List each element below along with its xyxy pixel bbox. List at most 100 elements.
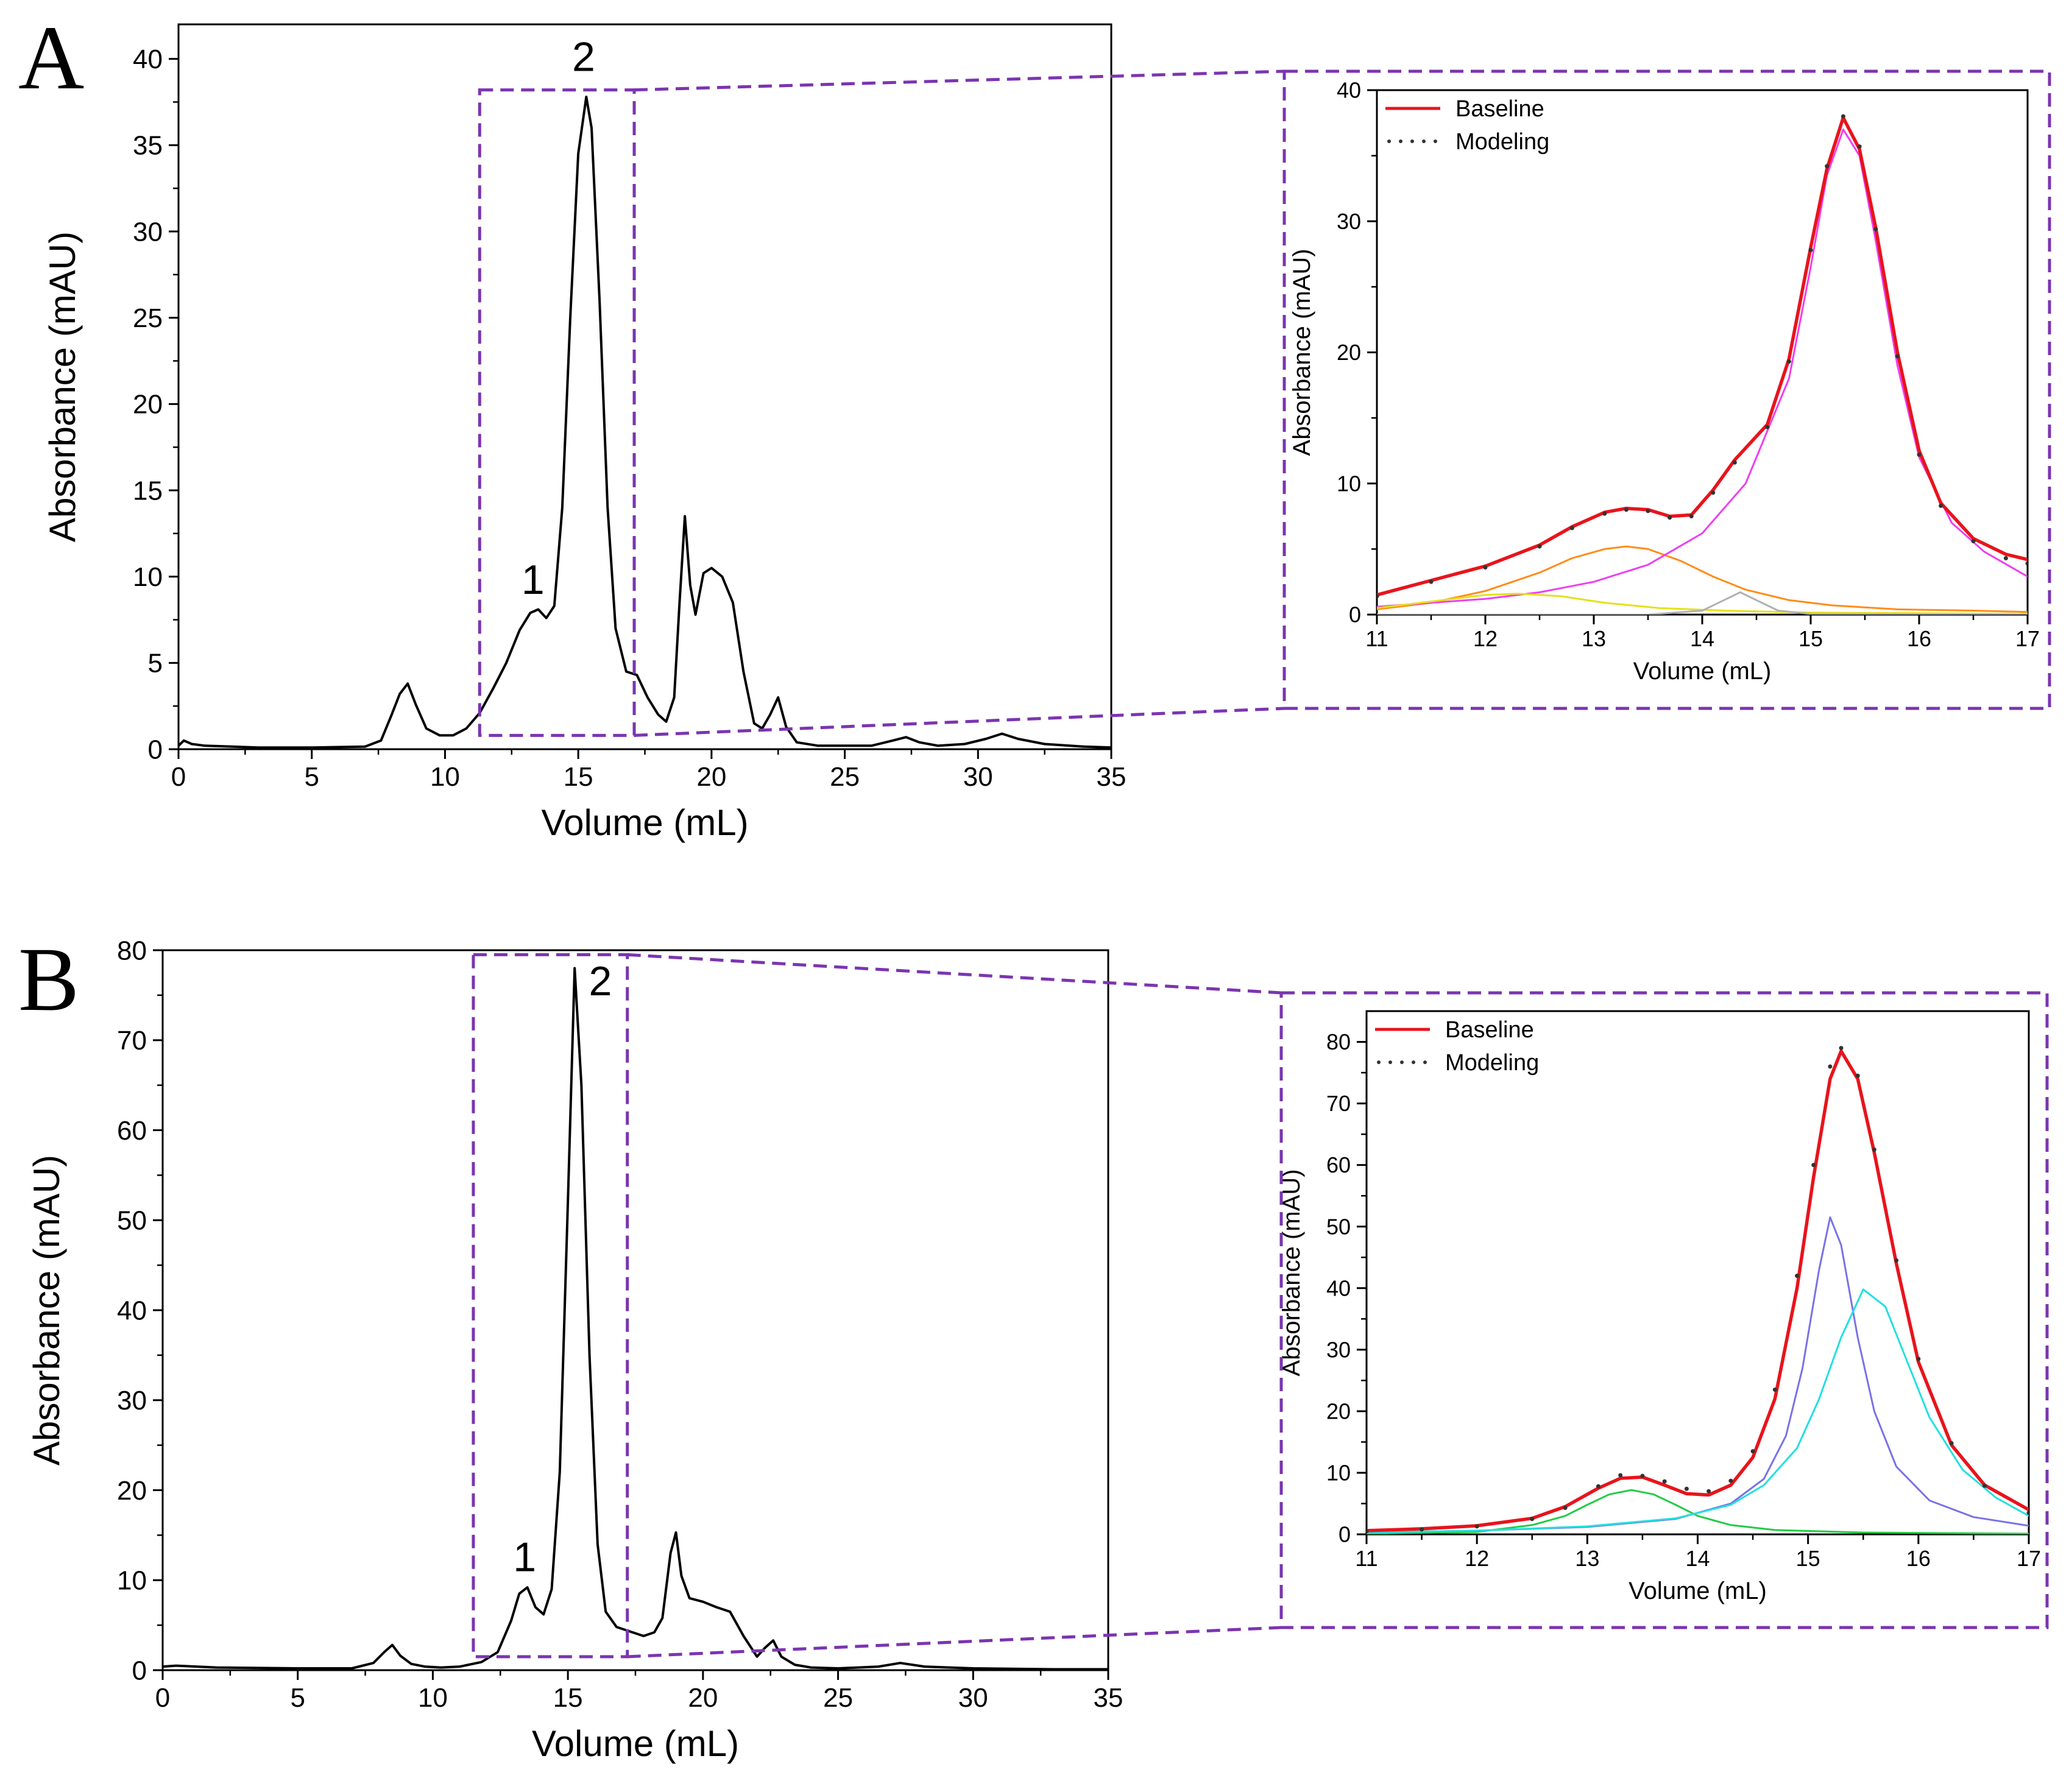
series-component-1 <box>1367 1489 2029 1534</box>
x-tick-label: 16 <box>1906 1546 1931 1571</box>
x-tick-label: 14 <box>1690 626 1714 651</box>
series-component-1 <box>1377 545 2028 613</box>
series-component-2 <box>1377 129 2028 608</box>
modeling-point <box>1596 1484 1600 1489</box>
modeling-point <box>1689 514 1694 519</box>
x-tick-label: 13 <box>1575 1546 1599 1571</box>
modeling-point <box>1429 579 1434 584</box>
y-tick-label: 40 <box>117 1296 147 1325</box>
zoom-connector-bottom <box>627 1626 1282 1659</box>
modeling-point <box>1624 507 1629 512</box>
plot-frame <box>1365 1010 2030 1536</box>
y-tick-label: 35 <box>133 131 163 161</box>
series-component-3 <box>1377 593 2028 615</box>
series-component-3 <box>1367 1288 2029 1534</box>
modeling-point <box>1949 1441 1954 1445</box>
peak-label-1: 1 <box>513 1534 536 1580</box>
modeling-point <box>1939 503 1943 508</box>
y-tick-label: 20 <box>1337 340 1361 365</box>
series-baseline <box>1367 1049 2029 1533</box>
plot-frame <box>177 23 1112 750</box>
y-tick-label: 20 <box>1326 1399 1351 1423</box>
modeling-point <box>1563 1506 1568 1511</box>
y-tick-label: 30 <box>1326 1337 1351 1362</box>
peak-label-2: 2 <box>572 34 595 80</box>
y-tick-label: 30 <box>1337 209 1361 234</box>
x-tick-label: 10 <box>418 1683 448 1713</box>
y-tick-label: 0 <box>1349 602 1361 627</box>
modeling-point <box>1732 460 1737 465</box>
y-tick-label: 70 <box>117 1026 147 1056</box>
modeling-point <box>1668 515 1672 520</box>
y-tick-label: 40 <box>1326 1275 1351 1300</box>
modeling-point <box>1808 248 1813 253</box>
y-tick-label: 10 <box>133 562 163 592</box>
series-baseline <box>1377 116 2028 597</box>
panel-a-inset-chart: 11 12 13 14 15 16 17 0 10 20 30 40 Volume (mL) Absorb… <box>1289 78 2040 685</box>
x-tick-label: 13 <box>1582 626 1606 651</box>
x-tick-label: 16 <box>1907 626 1931 651</box>
panel-label-b: B <box>18 929 79 1030</box>
modeling-point <box>1873 227 1878 231</box>
x-tick-label: 20 <box>688 1683 718 1713</box>
peak-label-2: 2 <box>589 958 612 1004</box>
modeling-point <box>2025 561 2028 566</box>
y-tick-label: 50 <box>117 1206 147 1236</box>
x-tick-label: 14 <box>1685 1546 1710 1571</box>
legend-swatch-dot <box>1412 1060 1415 1064</box>
y-tick-label: 20 <box>133 390 163 420</box>
legend-swatch-dot <box>1400 1060 1404 1064</box>
modeling-point <box>1825 164 1830 169</box>
x-tick-label: 5 <box>304 762 319 792</box>
x-tick-label: 5 <box>290 1683 305 1713</box>
y-tick-label: 0 <box>148 735 163 764</box>
inset-frame-box <box>1282 69 2051 710</box>
legend-label-baseline: Baseline <box>1445 1017 1534 1043</box>
modeling-point <box>1917 452 1922 457</box>
plot-frame <box>161 949 1109 1671</box>
modeling-point <box>1684 1486 1689 1491</box>
y-tick-label: 10 <box>117 1566 147 1596</box>
y-axis-label: Absorbance (mAU) <box>42 231 83 542</box>
modeling-point <box>1772 1388 1777 1392</box>
series-component-4 <box>1377 591 2028 615</box>
y-tick-label: 70 <box>1326 1091 1351 1116</box>
y-tick-label: 60 <box>117 1116 147 1146</box>
y-tick-label: 0 <box>132 1656 147 1685</box>
modeling-point <box>1706 1489 1711 1494</box>
legend-label-modeling: Modeling <box>1445 1050 1539 1076</box>
zoom-region-box <box>472 953 629 1659</box>
y-tick-label: 80 <box>117 936 147 965</box>
x-tick-label: 12 <box>1473 626 1498 651</box>
x-tick-label: 15 <box>553 1683 583 1713</box>
legend-swatch-dot <box>1387 139 1391 143</box>
x-tick-label: 12 <box>1465 1546 1489 1571</box>
series-component-2 <box>1367 1216 2029 1534</box>
plot-frame <box>1376 89 2029 616</box>
legend-swatch-dot <box>1434 139 1437 143</box>
y-axis-label: Absorbance (mAU) <box>26 1155 67 1466</box>
modeling-point <box>1569 526 1574 531</box>
legend-swatch-dot <box>1377 1060 1381 1064</box>
y-tick-label: 20 <box>117 1476 147 1506</box>
y-axis-label: Absorbance (mAU) <box>1289 249 1315 456</box>
y-tick-label: 30 <box>117 1386 147 1416</box>
x-tick-label: 15 <box>1796 1546 1820 1571</box>
modeling-point <box>1483 565 1488 570</box>
x-axis-label: Volume (mL) <box>541 802 748 843</box>
modeling-point <box>2026 1511 2029 1515</box>
modeling-point <box>1916 1356 1921 1361</box>
panel-label-a: A <box>18 7 84 108</box>
legend-swatch-dot <box>1399 139 1402 143</box>
modeling-point <box>1857 144 1862 149</box>
modeling-point <box>1839 1046 1844 1051</box>
y-tick-label: 50 <box>1326 1214 1351 1239</box>
x-tick-label: 11 <box>1365 626 1388 651</box>
x-axis-label: Volume (mL) <box>532 1723 739 1764</box>
legend-label-baseline: Baseline <box>1455 96 1544 122</box>
x-tick-label: 20 <box>696 762 726 792</box>
panel-b-inset-chart: 11 12 13 14 15 16 17 0 10 20 30 40 50 60 70 80 Volume (m… <box>1278 1010 2041 1604</box>
modeling-point <box>1640 1473 1645 1478</box>
x-tick-label: 30 <box>958 1683 988 1713</box>
